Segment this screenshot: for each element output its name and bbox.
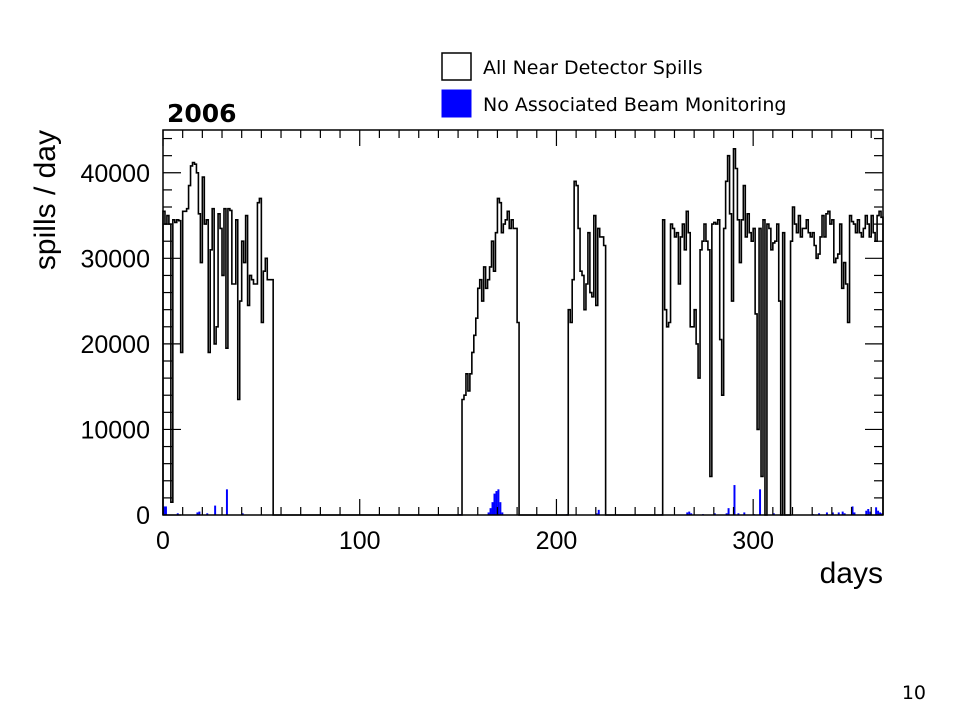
y-axis-title: spills / day xyxy=(29,130,62,270)
no-beam-bar xyxy=(493,493,496,515)
no-beam-bar xyxy=(825,512,828,515)
no-beam-bar xyxy=(690,513,693,515)
no-beam-bar xyxy=(198,511,201,515)
no-beam-bar xyxy=(869,511,872,515)
no-beam-bar xyxy=(879,512,882,515)
no-beam-bar xyxy=(877,510,880,515)
page-number: 10 xyxy=(901,682,926,704)
no-beam-bar xyxy=(206,513,209,515)
y-tick-label: 20000 xyxy=(80,331,150,359)
no-beam-bar xyxy=(497,489,500,515)
no-beam-bar xyxy=(737,513,740,515)
no-beam-bar xyxy=(875,507,878,515)
x-tick-label: 100 xyxy=(339,527,381,555)
no-beam-bar xyxy=(164,506,167,515)
no-beam-bar xyxy=(733,485,736,515)
y-tick-label: 10000 xyxy=(80,416,150,444)
no-beam-bar xyxy=(196,512,199,515)
no-beam-bar xyxy=(487,512,490,515)
y-tick-label: 0 xyxy=(136,502,150,530)
no-beam-bar xyxy=(743,512,746,515)
no-beam-bar xyxy=(865,510,868,515)
axis-ticks xyxy=(162,130,883,516)
legend: All Near Detector Spills No Associated B… xyxy=(441,52,786,118)
no-beam-bar xyxy=(851,506,854,515)
legend-swatch-no-beam-monitoring xyxy=(441,89,472,118)
no-beam-bar xyxy=(759,489,762,515)
x-tick-label: 0 xyxy=(156,527,170,555)
no-beam-bar xyxy=(176,513,179,515)
x-axis-title: days xyxy=(820,557,883,590)
no-beam-bar xyxy=(818,513,821,515)
chart-title: 2006 xyxy=(167,99,237,128)
no-beam-bar xyxy=(595,513,598,515)
no-beam-bar xyxy=(686,512,689,515)
no-beam-bar xyxy=(225,489,228,515)
all-spills-histogram-line xyxy=(162,148,884,516)
series-group xyxy=(162,148,884,516)
no-beam-bar xyxy=(597,509,600,515)
no-beam-bar xyxy=(881,513,883,515)
no-beam-bar xyxy=(843,513,846,515)
tick-labels: 0 100 200 300 0 10000 20000 30000 40000 xyxy=(80,160,774,555)
no-beam-bar xyxy=(841,511,844,515)
no-beam-bar xyxy=(214,505,217,515)
no-beam-bar xyxy=(713,513,716,515)
no-beam-bar xyxy=(491,502,494,515)
no-beam-bar xyxy=(501,512,504,515)
legend-label-no-beam-monitoring: No Associated Beam Monitoring xyxy=(483,94,786,116)
x-tick-label: 300 xyxy=(732,527,774,555)
no-beam-bar xyxy=(831,512,834,515)
no-beam-bar xyxy=(499,502,502,515)
no-beam-bar xyxy=(772,513,775,515)
no-beam-bar xyxy=(867,509,870,515)
plot-frame xyxy=(162,129,884,516)
no-beam-bar xyxy=(241,513,244,515)
no-beam-bar xyxy=(853,512,856,515)
no-beam-bar xyxy=(163,506,165,515)
y-tick-label: 30000 xyxy=(80,245,150,273)
legend-label-all-spills: All Near Detector Spills xyxy=(483,57,703,79)
x-tick-label: 200 xyxy=(536,527,578,555)
legend-swatch-all-spills xyxy=(441,52,472,81)
no-beam-bar xyxy=(688,511,691,515)
no-beam-bar xyxy=(489,508,492,515)
no-beam-bar xyxy=(495,491,498,515)
y-tick-label: 40000 xyxy=(80,160,150,188)
no-beam-bar xyxy=(725,513,728,515)
no-beam-bar xyxy=(727,508,730,515)
no-beam-bar xyxy=(837,512,840,515)
